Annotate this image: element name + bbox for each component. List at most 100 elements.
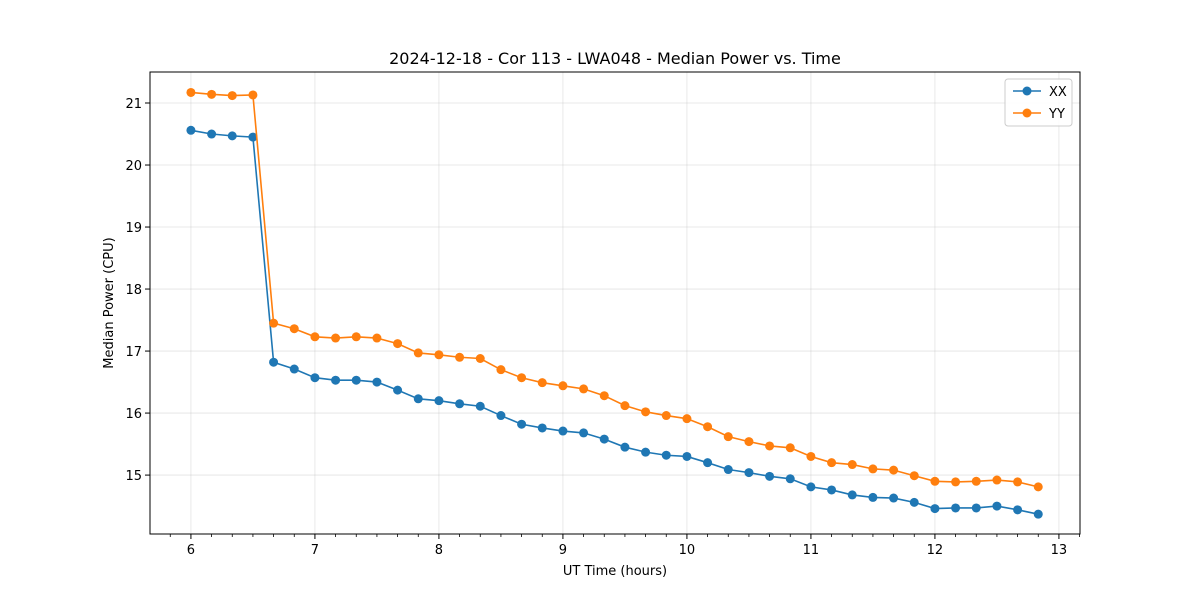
data-point-yy <box>537 378 547 388</box>
data-point-xx <box>641 447 651 457</box>
data-point-xx <box>868 492 878 502</box>
data-point-xx <box>372 377 382 387</box>
x-tick-label: 11 <box>803 543 820 558</box>
data-point-xx <box>744 468 754 478</box>
data-point-xx <box>331 375 341 385</box>
data-point-xx <box>413 394 423 404</box>
data-point-xx <box>351 375 361 385</box>
data-point-yy <box>269 318 279 328</box>
chart-title: 2024-12-18 - Cor 113 - LWA048 - Median P… <box>389 49 841 68</box>
data-point-yy <box>207 89 217 99</box>
data-point-yy <box>889 465 899 475</box>
data-point-xx <box>682 451 692 461</box>
data-point-yy <box>682 414 692 424</box>
data-point-yy <box>393 339 403 349</box>
axis-ticks: 6 7 8 9 10 11 12 13 15 16 17 18 19 20 21 <box>125 97 1080 558</box>
data-point-xx <box>227 131 237 141</box>
data-point-yy <box>1013 477 1023 487</box>
x-tick-label: 12 <box>927 543 944 558</box>
data-point-yy <box>661 411 671 421</box>
data-point-yy <box>558 381 568 391</box>
data-point-xx <box>496 411 506 421</box>
data-point-yy <box>413 348 423 358</box>
data-point-yy <box>475 354 485 364</box>
legend-label-xx: XX <box>1049 85 1067 100</box>
x-tick-label: 8 <box>435 543 443 558</box>
data-point-yy <box>992 475 1002 485</box>
data-point-xx <box>393 385 403 395</box>
data-point-yy <box>827 458 837 468</box>
data-point-xx <box>723 465 733 475</box>
data-point-xx <box>703 458 713 468</box>
data-point-yy <box>641 407 651 417</box>
data-point-xx <box>537 423 547 433</box>
data-point-yy <box>806 451 816 461</box>
data-point-yy <box>620 401 630 411</box>
series-xx <box>186 125 1043 519</box>
data-point-yy <box>971 476 981 486</box>
data-point-xx <box>517 419 527 429</box>
data-point-yy <box>703 422 713 432</box>
x-tick-label: 9 <box>559 543 567 558</box>
y-tick-label: 16 <box>125 407 142 422</box>
data-point-xx <box>579 428 589 438</box>
data-point-yy <box>785 443 795 453</box>
data-point-yy <box>434 350 444 360</box>
x-tick-label: 10 <box>679 543 696 558</box>
legend-label-yy: YY <box>1048 107 1065 122</box>
series-yy <box>186 87 1043 492</box>
data-point-xx <box>889 493 899 503</box>
legend-marker-xx <box>1022 86 1032 96</box>
plot-frame <box>149 71 1081 535</box>
data-point-xx <box>248 132 258 142</box>
data-point-xx <box>785 474 795 484</box>
data-point-xx <box>269 357 279 367</box>
legend-marker-yy <box>1022 108 1032 118</box>
data-point-yy <box>868 464 878 474</box>
y-tick-label: 20 <box>125 159 142 174</box>
data-point-xx <box>806 482 816 492</box>
data-point-xx <box>455 399 465 409</box>
y-tick-label: 15 <box>125 469 142 484</box>
data-point-yy <box>310 332 320 342</box>
data-point-xx <box>971 503 981 513</box>
data-point-yy <box>248 90 258 100</box>
data-point-yy <box>227 91 237 101</box>
data-point-xx <box>599 434 609 444</box>
legend: XX YY <box>1004 78 1073 127</box>
data-point-yy <box>186 87 196 97</box>
data-point-yy <box>1033 482 1043 492</box>
data-point-xx <box>1013 505 1023 515</box>
data-point-yy <box>909 471 919 481</box>
data-point-yy <box>517 373 527 383</box>
x-tick-label: 7 <box>311 543 319 558</box>
x-tick-label: 13 <box>1051 543 1068 558</box>
legend-item-xx: XX <box>1013 85 1067 100</box>
data-point-xx <box>930 504 940 514</box>
grid-lines <box>150 72 1080 534</box>
data-point-yy <box>455 352 465 362</box>
data-point-xx <box>186 125 196 135</box>
x-axis-title: UT Time (hours) <box>563 564 667 579</box>
data-point-xx <box>909 497 919 507</box>
data-point-xx <box>847 490 857 500</box>
data-point-xx <box>434 396 444 406</box>
legend-item-yy: YY <box>1013 107 1065 122</box>
data-point-yy <box>351 332 361 342</box>
data-point-xx <box>620 442 630 452</box>
data-point-yy <box>599 391 609 401</box>
data-point-yy <box>331 333 341 343</box>
y-axis-title: Median Power (CPU) <box>102 237 117 368</box>
data-point-xx <box>207 129 217 139</box>
data-point-yy <box>372 333 382 343</box>
y-tick-label: 19 <box>125 221 142 236</box>
data-point-xx <box>661 450 671 460</box>
y-tick-label: 21 <box>125 97 142 112</box>
data-point-xx <box>310 373 320 383</box>
y-tick-label: 17 <box>125 345 142 360</box>
data-point-yy <box>579 384 589 394</box>
data-point-yy <box>744 437 754 447</box>
data-point-xx <box>1033 509 1043 519</box>
data-point-xx <box>992 501 1002 511</box>
